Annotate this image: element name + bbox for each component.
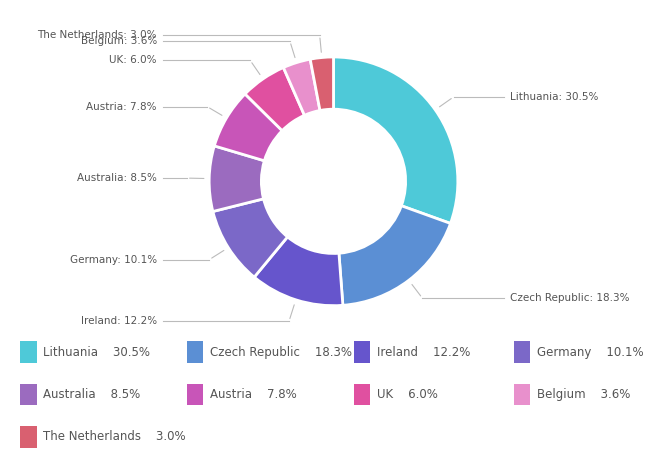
- Text: Germany    10.1%: Germany 10.1%: [537, 346, 644, 358]
- Text: Austria    7.8%: Austria 7.8%: [210, 388, 297, 401]
- Text: Ireland    12.2%: Ireland 12.2%: [377, 346, 470, 358]
- Text: Czech Republic: 18.3%: Czech Republic: 18.3%: [510, 293, 630, 303]
- Wedge shape: [283, 59, 320, 115]
- Text: Czech Republic    18.3%: Czech Republic 18.3%: [210, 346, 352, 358]
- Text: UK: 6.0%: UK: 6.0%: [109, 56, 157, 66]
- Text: Lithuania    30.5%: Lithuania 30.5%: [43, 346, 150, 358]
- FancyBboxPatch shape: [20, 426, 37, 448]
- FancyBboxPatch shape: [514, 341, 530, 363]
- Text: Lithuania: 30.5%: Lithuania: 30.5%: [510, 92, 598, 102]
- Text: Belgium    3.6%: Belgium 3.6%: [537, 388, 630, 401]
- FancyBboxPatch shape: [20, 383, 37, 405]
- Text: UK    6.0%: UK 6.0%: [377, 388, 438, 401]
- FancyBboxPatch shape: [20, 341, 37, 363]
- Text: The Netherlands: 3.0%: The Netherlands: 3.0%: [37, 30, 157, 40]
- Wedge shape: [339, 206, 450, 305]
- FancyBboxPatch shape: [187, 341, 203, 363]
- Text: Ireland: 12.2%: Ireland: 12.2%: [81, 316, 157, 326]
- FancyBboxPatch shape: [514, 383, 530, 405]
- FancyBboxPatch shape: [354, 341, 370, 363]
- Wedge shape: [209, 146, 264, 211]
- Wedge shape: [245, 67, 304, 131]
- FancyBboxPatch shape: [187, 383, 203, 405]
- Wedge shape: [213, 199, 287, 277]
- Text: Germany: 10.1%: Germany: 10.1%: [70, 255, 157, 264]
- Text: Belgium: 3.6%: Belgium: 3.6%: [81, 36, 157, 46]
- Text: Austria: 7.8%: Austria: 7.8%: [87, 101, 157, 112]
- Wedge shape: [214, 94, 282, 161]
- Text: The Netherlands    3.0%: The Netherlands 3.0%: [43, 431, 186, 443]
- Text: Australia: 8.5%: Australia: 8.5%: [77, 173, 157, 183]
- Wedge shape: [310, 57, 334, 110]
- FancyBboxPatch shape: [354, 383, 370, 405]
- Wedge shape: [334, 57, 458, 224]
- Text: Australia    8.5%: Australia 8.5%: [43, 388, 141, 401]
- Wedge shape: [254, 237, 343, 306]
